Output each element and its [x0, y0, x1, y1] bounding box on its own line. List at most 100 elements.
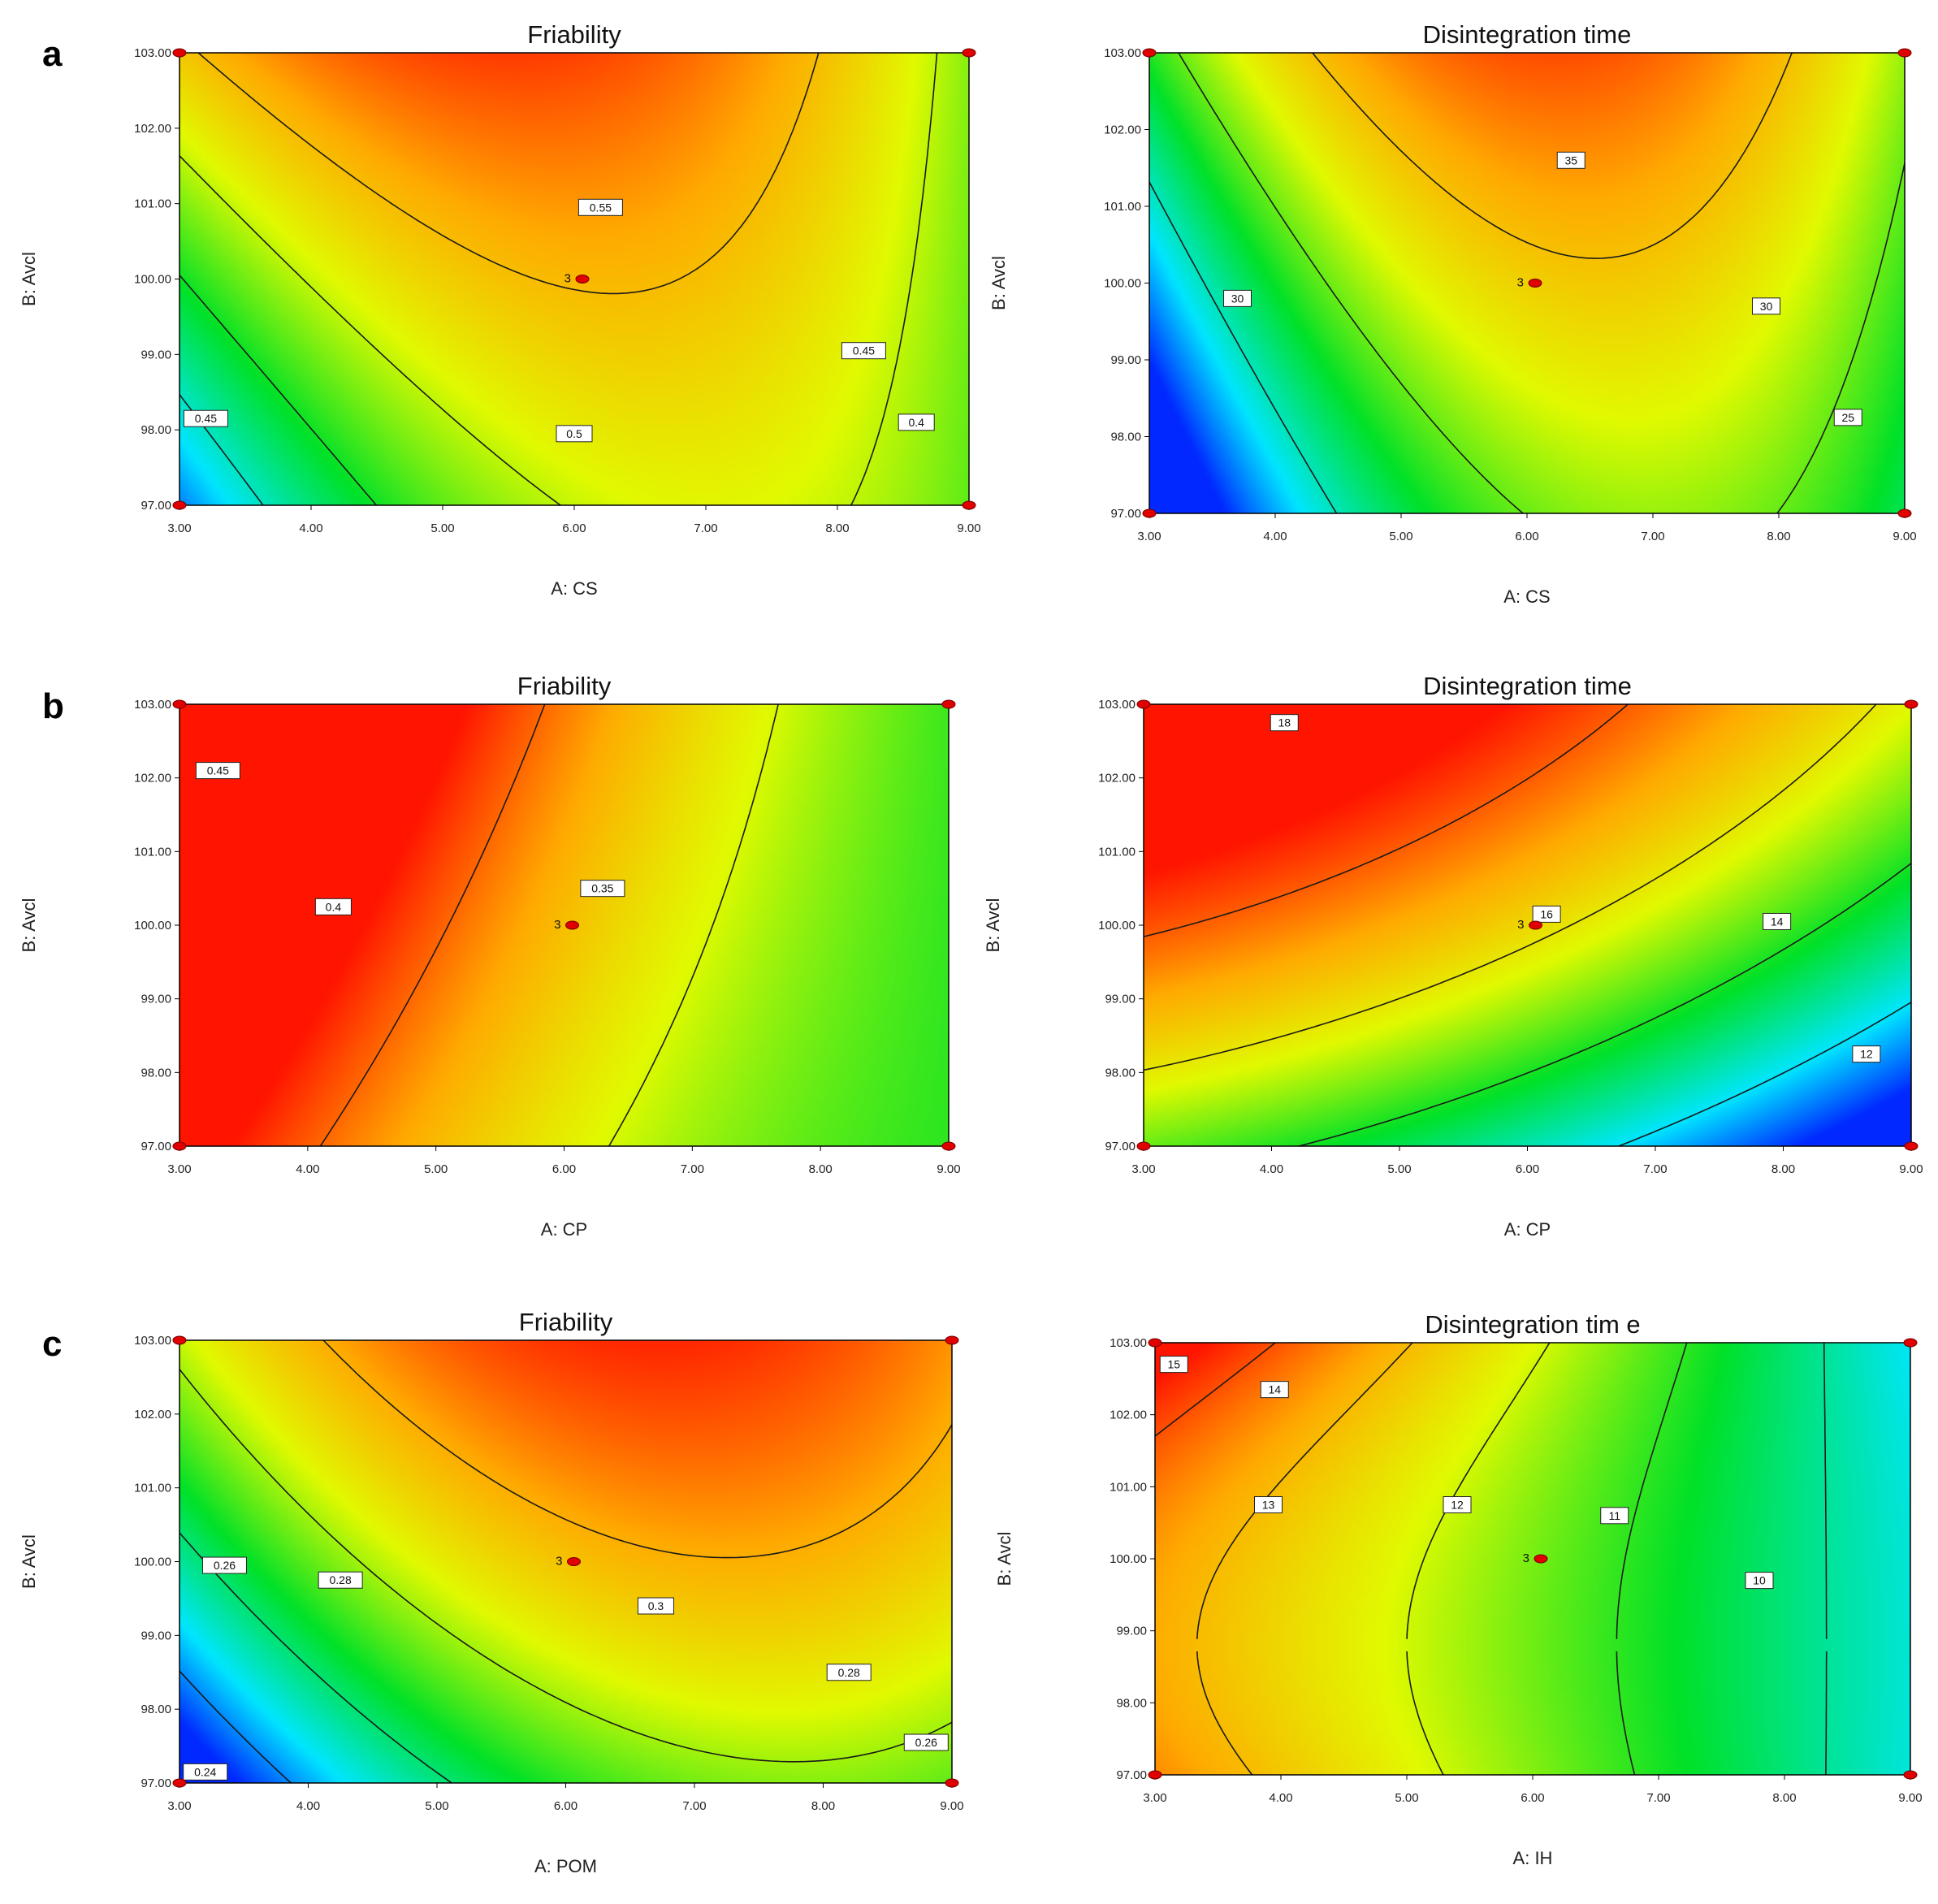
chart-title: Friability: [527, 20, 621, 49]
center-point: [1528, 279, 1542, 288]
x-tick-label: 7.00: [1646, 1791, 1670, 1805]
contour-line-0.3: [322, 1339, 953, 1559]
contour-line-0.5: [179, 52, 938, 506]
x-tick-label: 4.00: [296, 1799, 320, 1813]
y-axis-label: B: Avcl: [994, 1532, 1014, 1586]
x-tick-label: 8.00: [811, 1799, 835, 1813]
design-point: [945, 1778, 959, 1788]
x-tick-label: 9.00: [1899, 1162, 1923, 1176]
x-axis-label: A: CS: [1503, 586, 1550, 607]
design-point: [941, 1141, 956, 1151]
contour-label: 30: [1231, 292, 1244, 305]
y-tick-label: 100.00: [1110, 1552, 1147, 1566]
contour-label-box: [1159, 1356, 1188, 1374]
contour-label-box: [1532, 905, 1561, 923]
x-tick-label: 3.00: [1137, 530, 1161, 543]
contour-label: 35: [1564, 154, 1577, 167]
x-tick-label: 6.00: [554, 1799, 578, 1813]
panel-letter-c: c: [42, 1324, 63, 1364]
x-tick-label: 3.00: [167, 521, 191, 535]
x-tick-label: 3.00: [167, 1162, 191, 1176]
center-point: [567, 1557, 581, 1566]
x-tick-label: 4.00: [1269, 1791, 1292, 1805]
contour-plot-2: 3.00 4.00 5.00 6.00 7.00 8.00 9.00 97.00 98.00 99…: [988, 20, 1917, 607]
contour-label-box: [1254, 1496, 1283, 1513]
contour-label-box: [1763, 912, 1792, 930]
x-tick-label: 8.00: [1767, 530, 1790, 543]
x-tick-label: 5.00: [1389, 530, 1412, 543]
y-tick-label: 100.00: [134, 1556, 171, 1569]
x-tick-label: 7.00: [1641, 530, 1664, 543]
y-tick-label: 102.00: [1110, 1409, 1147, 1422]
y-tick-label: 103.00: [1104, 46, 1141, 60]
center-point: [575, 275, 590, 283]
design-point: [172, 1778, 187, 1788]
contour-label-box: [318, 1571, 363, 1589]
contour-label-box: [195, 762, 240, 780]
design-point: [172, 699, 187, 709]
design-point: [1142, 48, 1157, 58]
contour-label: 14: [1771, 915, 1784, 928]
contour-line-16: [1143, 703, 1877, 1071]
contour-label-box: [1600, 1507, 1629, 1525]
x-axis-label: A: CS: [551, 578, 597, 599]
x-tick-label: 7.00: [681, 1162, 704, 1176]
x-tick-label: 3.00: [1143, 1791, 1166, 1805]
y-tick-label: 103.00: [1110, 1336, 1147, 1350]
contour-plot-1: 3.00 4.00 5.00 6.00 7.00 8.00 9.00 97.00 98.00 99…: [19, 20, 981, 599]
x-tick-label: 8.00: [825, 521, 849, 535]
contour-label-box: [1270, 714, 1299, 732]
y-tick-label: 97.00: [1105, 1140, 1136, 1153]
panel-letter-a: a: [42, 34, 63, 74]
heatmap-4: [1144, 704, 1911, 1146]
x-tick-label: 7.00: [682, 1799, 706, 1813]
y-tick-label: 100.00: [134, 919, 171, 933]
chart-title: Disintegration tim e: [1425, 1310, 1640, 1339]
contour-label: 0.28: [838, 1666, 860, 1679]
y-tick-label: 102.00: [134, 772, 171, 785]
y-tick-label: 98.00: [141, 1703, 171, 1716]
contour-label-box: [898, 413, 935, 431]
design-point: [172, 1141, 187, 1151]
x-tick-label: 5.00: [1387, 1162, 1411, 1176]
y-tick-label: 101.00: [1110, 1480, 1147, 1494]
contour-label: 12: [1451, 1499, 1464, 1512]
center-point-label: 3: [1517, 918, 1524, 932]
y-tick-label: 101.00: [1098, 845, 1136, 859]
contour-line-0.24: [179, 1670, 292, 1784]
contour-label: 13: [1262, 1499, 1275, 1512]
x-tick-label: 9.00: [940, 1799, 963, 1813]
contour-label: 12: [1860, 1048, 1873, 1061]
y-tick-label: 102.00: [134, 1408, 171, 1422]
x-tick-label: 4.00: [299, 521, 322, 535]
contour-label: 0.24: [194, 1765, 216, 1778]
y-tick-label: 100.00: [134, 273, 171, 287]
y-tick-label: 98.00: [141, 1066, 171, 1080]
design-point: [962, 48, 976, 58]
contour-label: 16: [1540, 907, 1553, 920]
contour-label: 0.3: [648, 1599, 664, 1612]
contour-label-box: [183, 409, 228, 427]
contour-line-14: [1298, 863, 1912, 1147]
x-tick-label: 6.00: [1515, 530, 1538, 543]
center-point: [1529, 920, 1542, 930]
x-tick-label: 5.00: [430, 521, 454, 535]
y-tick-label: 99.00: [1105, 993, 1136, 1006]
y-axis-label: B: Avcl: [19, 1534, 39, 1589]
y-tick-label: 97.00: [141, 499, 171, 513]
contour-label: 0.45: [853, 344, 875, 357]
y-tick-label: 101.00: [134, 845, 171, 859]
y-tick-label: 103.00: [134, 1334, 171, 1348]
center-point-label: 3: [554, 918, 560, 932]
contour-label-box: [1223, 289, 1252, 307]
contour-label-box: [1745, 1572, 1774, 1590]
x-axis-label: A: POM: [534, 1856, 597, 1876]
y-tick-label: 101.00: [134, 1482, 171, 1495]
contour-label: 0.26: [915, 1736, 937, 1749]
y-tick-label: 99.00: [1110, 353, 1141, 367]
design-point: [1897, 508, 1912, 518]
contour-label-box: [1833, 409, 1862, 426]
design-point: [1136, 1141, 1151, 1151]
